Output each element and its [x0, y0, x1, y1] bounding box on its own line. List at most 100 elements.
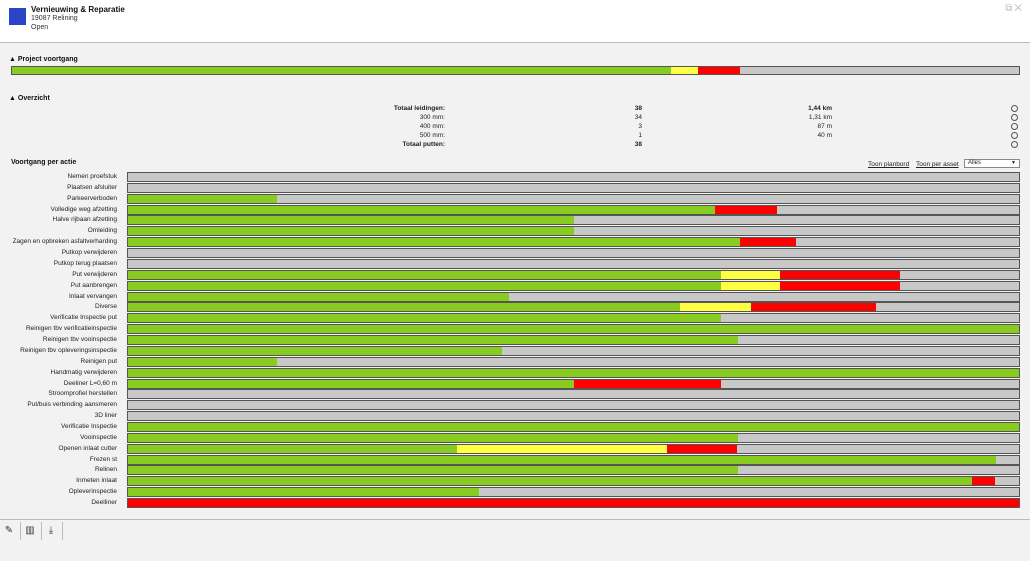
action-row[interactable]: Relinen	[0, 465, 1030, 476]
action-progress-bar[interactable]	[127, 465, 1020, 476]
action-label: Inlaat vervangen	[68, 292, 117, 300]
progress-segment-green	[128, 216, 574, 225]
progress-segment-red	[573, 379, 722, 388]
action-row[interactable]: Put verwijderen	[0, 269, 1030, 280]
action-progress-bar[interactable]	[127, 280, 1020, 291]
action-progress-bar[interactable]	[127, 182, 1020, 193]
app-title: Vernieuwing & Reparatie	[31, 5, 125, 14]
action-row[interactable]: Put aanbrengen	[0, 280, 1030, 291]
action-row[interactable]: Handmatig verwijderen	[0, 367, 1030, 378]
action-progress-bar[interactable]	[127, 454, 1020, 465]
action-progress-bar[interactable]	[127, 269, 1020, 280]
action-row[interactable]: Openen inlaat cutter	[0, 443, 1030, 454]
overview-length: 1,44 km	[808, 105, 832, 112]
action-label: Deeliner L=0,60 m	[63, 379, 117, 387]
action-progress-bar[interactable]	[127, 335, 1020, 346]
action-progress-bar[interactable]	[127, 302, 1020, 313]
action-progress-bar[interactable]	[127, 443, 1020, 454]
action-row[interactable]: Omleiding	[0, 226, 1030, 237]
progress-segment-green	[128, 488, 480, 497]
action-row[interactable]: Reinigen put	[0, 356, 1030, 367]
action-progress-bar[interactable]	[127, 248, 1020, 259]
action-label: Parkeerverboden	[67, 194, 117, 202]
action-row[interactable]: Halve rijbaan afzetting	[0, 215, 1030, 226]
progress-segment-red	[128, 499, 1019, 508]
action-row[interactable]: Vooinspectie	[0, 432, 1030, 443]
action-progress-bar[interactable]	[127, 498, 1020, 509]
book-icon[interactable]: ▥	[25, 525, 35, 536]
restore-icon[interactable]: ⧉	[1005, 3, 1015, 14]
action-row[interactable]: Inlaat vervangen	[0, 291, 1030, 302]
action-row[interactable]: Putkop verwijderen	[0, 248, 1030, 259]
overview-length: 87 m	[817, 123, 832, 130]
show-planboard-link[interactable]: Toon planbord	[868, 161, 910, 168]
action-row[interactable]: Deelliner	[0, 498, 1030, 509]
action-progress-bar[interactable]	[127, 422, 1020, 432]
overview-label: 500 mm:	[419, 132, 445, 139]
progress-segment-yellow	[679, 303, 751, 312]
action-row[interactable]: Opleverinspectie	[0, 487, 1030, 498]
edit-icon[interactable]: ✎	[4, 525, 14, 536]
actions-title: Voortgang per actie	[11, 159, 77, 166]
action-progress-bar[interactable]	[127, 389, 1020, 400]
show-per-asset-link[interactable]: Toon per asset	[916, 161, 959, 168]
project-progress-title[interactable]: ▲ Project voortgang	[9, 56, 78, 63]
divider	[20, 522, 21, 540]
action-progress-bar[interactable]	[127, 411, 1020, 422]
progress-segment-green	[128, 281, 722, 290]
action-row[interactable]: 3D liner	[0, 411, 1030, 422]
action-progress-bar[interactable]	[127, 193, 1020, 204]
progress-segment-green	[128, 303, 680, 312]
action-progress-bar[interactable]	[127, 324, 1020, 335]
action-row[interactable]: Putkop terug plaatsen	[0, 258, 1030, 269]
action-row[interactable]: Inmeten inlaat	[0, 476, 1030, 487]
action-row[interactable]: Diverse	[0, 302, 1030, 313]
action-progress-bar[interactable]	[127, 226, 1020, 237]
action-row[interactable]: Reinigen tbv vooinspectie	[0, 335, 1030, 346]
action-label: Inmeten inlaat	[76, 477, 117, 485]
progress-segment-green	[128, 270, 722, 279]
action-progress-bar[interactable]	[127, 476, 1020, 487]
action-progress-bar[interactable]	[127, 378, 1020, 389]
progress-segment-yellow	[721, 281, 781, 290]
action-progress-bar[interactable]	[127, 291, 1020, 302]
overview-row: 300 mm: 34 1,31 km	[0, 114, 1030, 123]
action-row[interactable]: Reinigen tbv verificatieinspectie	[0, 324, 1030, 335]
overview-count: 34	[634, 114, 642, 121]
action-progress-bar[interactable]	[127, 432, 1020, 443]
action-row[interactable]: Stroomprofiel herstellen	[0, 389, 1030, 400]
filter-select[interactable]: Alles ▼	[964, 159, 1020, 168]
action-progress-bar[interactable]	[127, 356, 1020, 367]
progress-segment-green	[128, 346, 503, 355]
overview-label: 300 mm:	[419, 114, 445, 121]
overview-count: 38	[634, 141, 642, 148]
progress-segment-green	[128, 477, 972, 486]
action-row[interactable]: Verificatie Inspectie	[0, 422, 1030, 432]
action-progress-bar[interactable]	[127, 215, 1020, 226]
action-progress-bar[interactable]	[127, 172, 1020, 182]
close-icon[interactable]: ✕	[1014, 3, 1024, 14]
action-progress-bar[interactable]	[127, 258, 1020, 269]
action-progress-bar[interactable]	[127, 400, 1020, 411]
action-progress-bar[interactable]	[127, 345, 1020, 356]
action-row[interactable]: Put/buis verbinding aansmeren	[0, 400, 1030, 411]
action-row[interactable]: Reinigen tbv opleveringsinspectie	[0, 345, 1030, 356]
action-progress-bar[interactable]	[127, 487, 1020, 498]
action-row[interactable]: Zagen en opbreken asfaltverharding	[0, 237, 1030, 248]
action-progress-bar[interactable]	[127, 367, 1020, 378]
overview-title[interactable]: ▲ Overzicht	[9, 95, 50, 102]
action-label: Relinen	[94, 466, 117, 474]
action-progress-bar[interactable]	[127, 237, 1020, 248]
check-circle-icon	[1011, 105, 1018, 112]
action-row[interactable]: Deeliner L=0,60 m	[0, 378, 1030, 389]
action-row[interactable]: Nemen proefstuk	[0, 172, 1030, 182]
action-row[interactable]: Frezen st	[0, 454, 1030, 465]
action-row[interactable]: Parkeerverboden	[0, 193, 1030, 204]
action-progress-bar[interactable]	[127, 313, 1020, 324]
action-row[interactable]: Verificatie Inspectie put	[0, 313, 1030, 324]
action-label: Handmatig verwijderen	[50, 368, 117, 376]
action-row[interactable]: Volledige weg afzetting	[0, 204, 1030, 215]
action-progress-bar[interactable]	[127, 204, 1020, 215]
action-row[interactable]: Plaatsen afsluiter	[0, 182, 1030, 193]
download-icon[interactable]: ⤓	[48, 525, 54, 536]
